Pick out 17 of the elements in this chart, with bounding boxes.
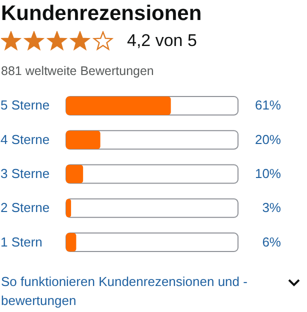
data-label: 3% [262,200,282,216]
text: 4,2 von 5 [127,31,197,51]
data-label: 6% [262,234,282,250]
bar [66,233,76,252]
bar [66,130,100,150]
y-tick-label: 2 Sterne [0,200,50,216]
data-label: 10% [254,166,282,181]
y-tick-label: 3 Sterne [0,166,50,181]
bar [66,164,84,184]
y-tick-label: 5 Sterne [0,98,50,113]
text: 881 weltweite Bewertungen [1,64,154,78]
y-tick-label: 1 Stern [0,234,42,250]
chart-title: Kundenrezensionen [1,2,202,26]
text: So funktionieren Kundenrezensionen und -bewertungen [1,273,248,310]
data-label: 61% [254,98,282,113]
data-label: 20% [254,132,282,147]
y-tick-label: 4 Sterne [0,132,50,147]
